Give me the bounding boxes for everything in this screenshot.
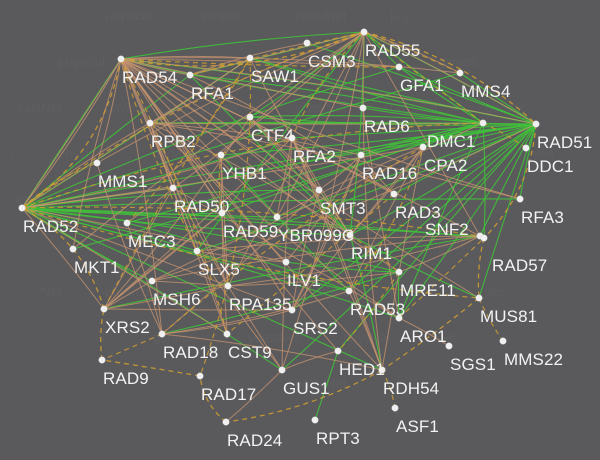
svg-text:yeastNet: yeastNet (0, 330, 15, 345)
svg-text:yeastNet: yeastNet (0, 238, 15, 253)
svg-text:yeastNet: yeastNet (10, 376, 62, 391)
svg-text:genetic: genetic (200, 8, 242, 23)
svg-text:yeastNet: yeastNet (10, 284, 62, 299)
svg-text:genetic: genetic (153, 422, 195, 437)
svg-text:yeastNet: yeastNet (580, 376, 600, 391)
svg-text:physical: physical (105, 8, 152, 23)
svg-text:genetic: genetic (485, 284, 527, 299)
svg-text:genetic: genetic (438, 422, 480, 437)
svg-text:yeastNet: yeastNet (0, 54, 15, 69)
svg-text:yeastNet: yeastNet (580, 8, 600, 23)
svg-text:yeastNet: yeastNet (580, 192, 600, 207)
svg-text:genetic: genetic (200, 376, 242, 391)
svg-text:physical: physical (390, 8, 437, 23)
svg-text:yeastNet: yeastNet (295, 8, 347, 23)
svg-text:genetic: genetic (485, 376, 527, 391)
svg-text:physical: physical (58, 54, 105, 69)
svg-text:yeastNet: yeastNet (533, 422, 585, 437)
svg-text:physical: physical (58, 238, 105, 253)
svg-text:yeastNet: yeastNet (533, 238, 585, 253)
svg-text:yeastNet: yeastNet (0, 422, 15, 437)
svg-text:yeastNet: yeastNet (248, 422, 300, 437)
svg-text:physical: physical (343, 422, 390, 437)
svg-text:yeastNet: yeastNet (0, 146, 15, 161)
svg-text:yeastNet: yeastNet (10, 8, 62, 23)
svg-text:physical: physical (105, 376, 152, 391)
svg-text:yeastNet: yeastNet (295, 376, 347, 391)
svg-text:yeastNet: yeastNet (580, 284, 600, 299)
svg-text:yeastNet: yeastNet (533, 54, 585, 69)
svg-text:physical: physical (390, 376, 437, 391)
svg-text:physical: physical (58, 422, 105, 437)
svg-text:yeastNet: yeastNet (533, 330, 585, 345)
svg-text:genetic: genetic (485, 8, 527, 23)
svg-text:yeastNet: yeastNet (533, 146, 585, 161)
svg-text:yeastNet: yeastNet (10, 100, 62, 115)
svg-text:physical: physical (58, 330, 105, 345)
svg-text:yeastNet: yeastNet (580, 100, 600, 115)
